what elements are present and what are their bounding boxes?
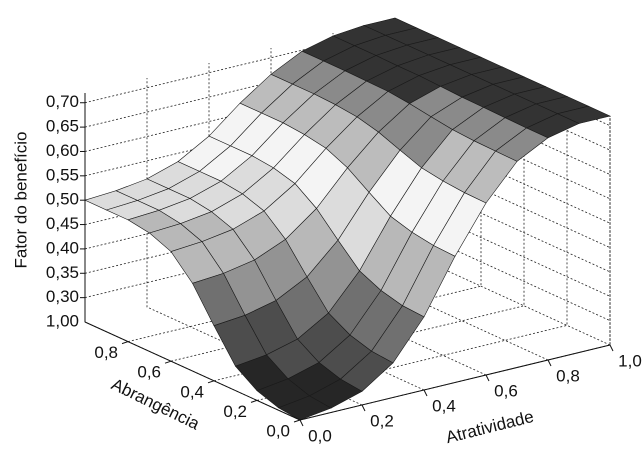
x-axis: [299, 344, 611, 421]
x-tick-label: 0,2: [370, 411, 394, 430]
x-tick-label: 0,6: [494, 381, 518, 400]
x-tick: [609, 344, 614, 352]
y-tick-label: 0,8: [94, 343, 118, 362]
grid-line: [146, 78, 363, 406]
z-tick-label: 1,00: [46, 311, 79, 330]
x-tick: [299, 419, 304, 427]
x-tick-label: 0,8: [556, 366, 580, 385]
grid-line: [84, 173, 611, 273]
y-tick-label: 0,0: [266, 421, 290, 440]
y-tick-label: 0,2: [223, 402, 247, 421]
z-tick-label: 0,45: [46, 214, 79, 233]
z-tick-label: 0,60: [46, 141, 79, 160]
x-tick: [547, 359, 552, 367]
x-tick: [485, 374, 490, 382]
z-tick-label: 0,35: [46, 263, 79, 282]
surface-patch: [277, 395, 332, 421]
y-tick: [164, 360, 172, 364]
z-tick-label: 0,50: [46, 190, 79, 209]
x-tick: [361, 404, 366, 412]
grid-line: [84, 222, 611, 321]
grid-line: [84, 100, 611, 200]
y-tick: [121, 341, 129, 345]
z-tick-label: 0,70: [46, 92, 79, 111]
grid-line: [84, 149, 611, 248]
z-tick-label: 0,30: [46, 287, 79, 306]
z-tick-label: 0,40: [46, 238, 79, 257]
grid-line: [84, 197, 611, 297]
x-tick-label: 1,0: [618, 351, 642, 370]
x-tick-label: 0,0: [308, 426, 332, 445]
y-axis: [84, 321, 301, 421]
z-tick-label: 0,65: [46, 117, 79, 136]
y-tick: [293, 419, 301, 423]
y-tick: [207, 380, 215, 384]
y-tick-label: 0,4: [180, 382, 204, 401]
y-tick-label: 0,6: [137, 363, 161, 382]
z-tick-label: 0,55: [46, 165, 79, 184]
y-tick: [250, 399, 258, 403]
grid-line: [84, 124, 611, 224]
x-tick: [423, 389, 428, 397]
z-axis-label: Fator do benefício: [11, 131, 30, 268]
x-axis-label: Atratividade: [444, 407, 536, 447]
x-tick-label: 0,4: [432, 396, 456, 415]
